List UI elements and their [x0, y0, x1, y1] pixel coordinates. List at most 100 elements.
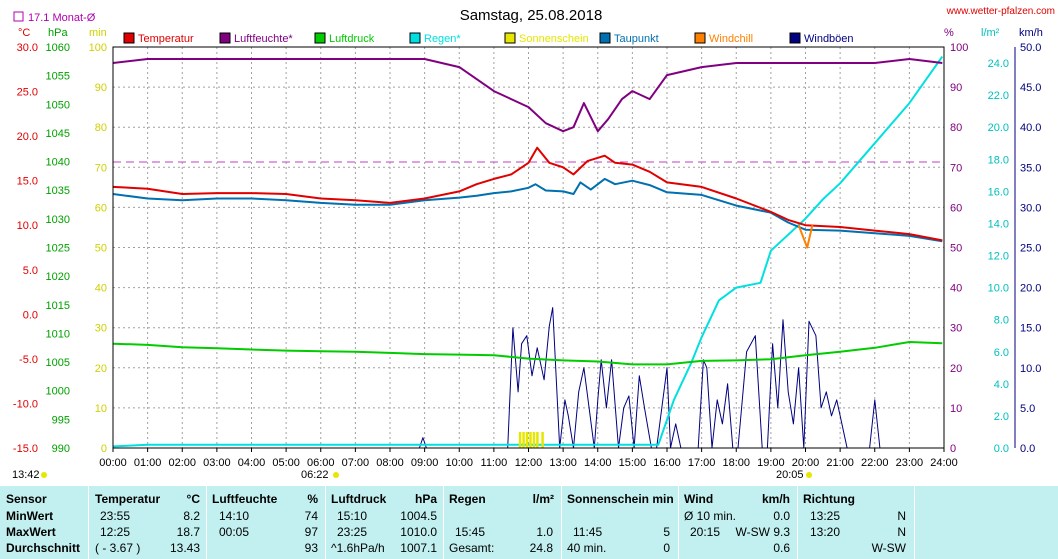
x-tick-label: 23:00	[896, 457, 924, 469]
legend-swatch	[789, 32, 801, 44]
max-dir-time: 13:20	[810, 525, 841, 539]
legend-label: Sonnenschein	[519, 33, 589, 45]
row-avg-label: Durchschnitt	[6, 541, 81, 555]
pressure-tick-label: 1025	[46, 243, 70, 255]
sunshine-tick-label: 70	[95, 162, 107, 174]
header-rain-unit: l/m²	[532, 492, 554, 506]
avg-temp-delta: ( - 3.67 )	[95, 541, 141, 555]
statistics-table: Sensor Temperatur °C Luftfeuchte % Luftd…	[0, 486, 1058, 559]
header-direction: Richtung	[803, 492, 855, 506]
pressure-tick-label: 1040	[46, 157, 70, 169]
header-pressure: Luftdruck	[331, 492, 387, 506]
rain-tick-label: 2.0	[994, 411, 1009, 423]
sunrise-icon	[333, 472, 339, 478]
x-tick-label: 20:00	[792, 457, 820, 469]
x-tick-label: 10:00	[445, 457, 473, 469]
avg-press-trend: ^1.6hPa/h	[331, 541, 385, 555]
rain-tick-label: 0.0	[994, 443, 1009, 455]
sunshine-bar	[541, 431, 544, 448]
avg-temp-value: 13.43	[169, 541, 200, 555]
min-hum-time: 14:10	[219, 509, 250, 523]
pressure-tick-label: 1035	[46, 185, 70, 197]
sunset-label: 20:05	[776, 469, 804, 481]
monthly-avg-icon	[13, 11, 24, 22]
unit-pct: %	[944, 27, 954, 39]
max-temp-time: 12:25	[100, 525, 131, 539]
temperature-tick-label: 15.0	[17, 176, 38, 188]
max-sun-time: 11:45	[573, 525, 603, 539]
pressure-tick-label: 1060	[46, 42, 70, 54]
left-time-sun-icon	[41, 472, 47, 478]
min-press-value: 1004.5	[400, 509, 437, 523]
sunshine-bar	[536, 431, 539, 448]
rain-tick-label: 8.0	[994, 315, 1009, 327]
wind-tick-label: 0.0	[1020, 443, 1035, 455]
site-link[interactable]: www.wetter-pfalzen.com	[946, 6, 1055, 17]
pressure-tick-label: 1010	[46, 328, 70, 340]
min-temp-time: 23:55	[100, 509, 131, 523]
min-dir-time: 13:25	[810, 509, 841, 523]
max-rain-value: 1.0	[536, 525, 553, 539]
x-tick-label: 01:00	[134, 457, 162, 469]
row-min-label: MinWert	[6, 509, 54, 523]
max-press-time: 23:25	[337, 525, 368, 539]
x-tick-label: 06:00	[307, 457, 335, 469]
max-press-value: 1010.0	[400, 525, 437, 539]
header-humidity: Luftfeuchte	[212, 492, 278, 506]
sunshine-tick-label: 20	[95, 363, 107, 375]
sunshine-bar	[529, 431, 532, 448]
sunset-icon	[806, 472, 812, 478]
x-tick-label: 15:00	[619, 457, 647, 469]
pressure-tick-label: 1050	[46, 99, 70, 111]
x-tick-label: 24:00	[930, 457, 958, 469]
pressure-tick-label: 1055	[46, 71, 70, 83]
sunshine-tick-label: 90	[95, 82, 107, 94]
x-tick-label: 16:00	[653, 457, 681, 469]
sunshine-bar	[518, 431, 522, 448]
x-tick-label: 18:00	[722, 457, 750, 469]
x-tick-label: 03:00	[203, 457, 231, 469]
min-hum-value: 74	[304, 509, 318, 523]
x-tick-label: 02:00	[168, 457, 196, 469]
legend-label: Temperatur	[138, 33, 194, 45]
temperature-tick-label: 20.0	[17, 131, 38, 143]
max-dir-value: N	[897, 525, 906, 539]
legend: Temperatur Luftfeuchte* Luftdruck Regen* Son…	[123, 32, 854, 45]
humidity-tick-label: 100	[950, 42, 968, 54]
legend-label: Luftfeuchte*	[234, 33, 293, 45]
max-rain-time: 15:45	[455, 525, 486, 539]
col-divider	[206, 486, 207, 559]
sunshine-tick-label: 50	[95, 243, 107, 255]
wind-tick-label: 10.0	[1020, 363, 1041, 375]
rain-tick-label: 24.0	[988, 58, 1009, 70]
header-temperature-unit: °C	[186, 492, 200, 506]
col-divider	[88, 486, 89, 559]
header-rain: Regen	[449, 492, 486, 506]
legend-label: Regen*	[424, 33, 461, 45]
wind-tick-label: 5.0	[1020, 403, 1035, 415]
x-tick-label: 08:00	[376, 457, 404, 469]
avg-press-value: 1007.1	[400, 541, 437, 555]
col-divider	[561, 486, 562, 559]
col-divider	[443, 486, 444, 559]
header-sensor: Sensor	[6, 492, 47, 506]
sun-total-label: 40 min.	[567, 541, 607, 555]
header-humidity-unit: %	[307, 492, 318, 506]
rain-tick-label: 4.0	[994, 379, 1009, 391]
grid	[113, 47, 944, 448]
col-divider	[678, 486, 679, 559]
temperature-tick-label: 30.0	[17, 42, 38, 54]
unit-hpa: hPa	[48, 27, 68, 39]
series-group	[112, 56, 944, 449]
left-time-label: 13:42	[12, 469, 40, 481]
series-luftfeuchte-line	[112, 58, 943, 133]
header-sunshine: Sonnenschein min	[567, 492, 674, 506]
sun-total-value: 0	[663, 541, 670, 555]
x-tick-label: 22:00	[861, 457, 889, 469]
unit-celsius: °C	[18, 27, 30, 39]
series-regen-line	[112, 56, 944, 448]
temperature-tick-label: -15.0	[13, 443, 38, 455]
legend-label: Windchill	[709, 33, 753, 45]
sunrise-label: 06:22	[301, 469, 329, 481]
max-temp-value: 18.7	[176, 525, 200, 539]
